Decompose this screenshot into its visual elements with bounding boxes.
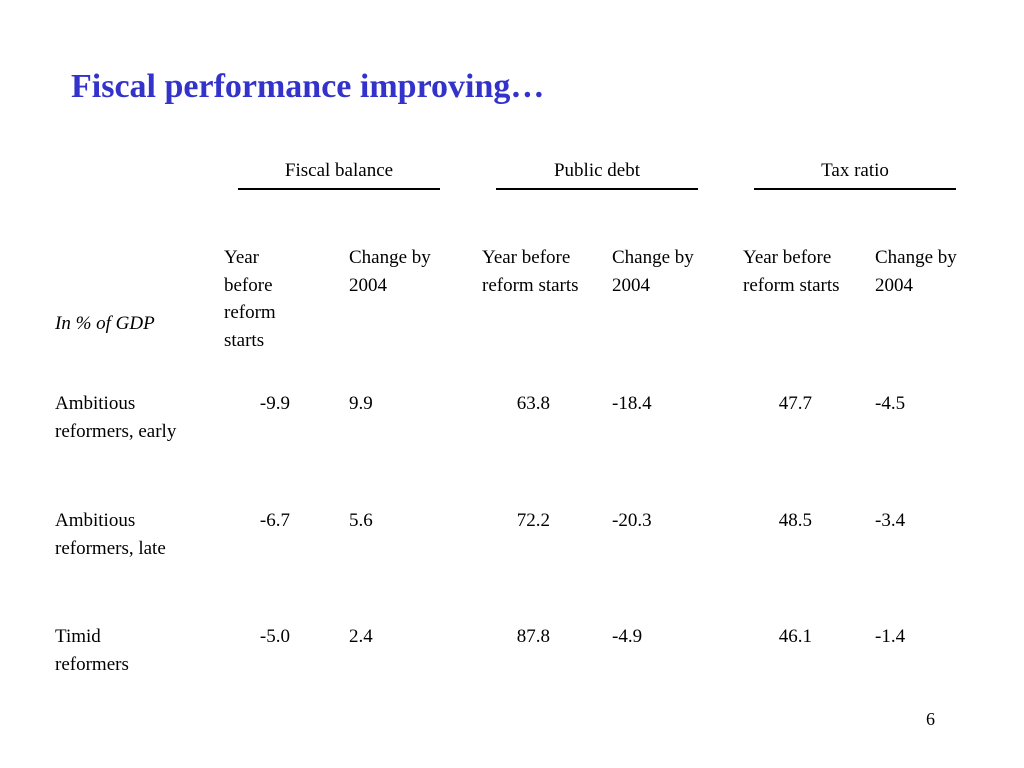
page-number: 6: [926, 709, 935, 729]
table-cell: -1.4: [875, 626, 906, 647]
column-header: Change by 2004: [612, 247, 694, 296]
row-label: Timid reformers: [55, 626, 129, 675]
table-cell: 47.7: [778, 393, 812, 414]
table-cell: -5.0: [259, 626, 290, 647]
group-label: Fiscal balance: [284, 160, 394, 181]
group-header-public-debt: Public debt: [496, 158, 698, 190]
table-cell: -6.7: [259, 510, 290, 531]
slide-title: Fiscal performance improving…: [71, 68, 545, 105]
table-cell: 72.2: [516, 510, 550, 531]
row-label: Ambitious reformers, late: [55, 510, 166, 559]
table-cell: 46.1: [778, 626, 812, 647]
group-underline: [496, 188, 698, 190]
table-cell: 63.8: [516, 393, 550, 414]
column-header: Change by 2004: [349, 247, 431, 296]
column-header: Year before reform starts: [743, 247, 840, 296]
table-cell: -4.9: [612, 626, 643, 647]
table-cell: 2.4: [349, 626, 373, 647]
group-label: Tax ratio: [821, 160, 889, 181]
group-underline: [754, 188, 956, 190]
table-cell: 48.5: [778, 510, 812, 531]
group-underline: [238, 188, 440, 190]
unit-label: In % of GDP: [55, 313, 155, 334]
group-header-fiscal-balance: Fiscal balance: [238, 158, 440, 190]
table-cell: 87.8: [516, 626, 550, 647]
table-cell: -4.5: [875, 393, 906, 414]
table-cell: 5.6: [349, 510, 373, 531]
table-cell: 9.9: [349, 393, 373, 414]
group-label: Public debt: [553, 160, 641, 181]
row-label: Ambitious reformers, early: [55, 393, 177, 442]
table-cell: -18.4: [612, 393, 652, 414]
column-header: Year before reform starts: [482, 247, 579, 296]
group-header-tax-ratio: Tax ratio: [754, 158, 956, 190]
table-cell: -3.4: [875, 510, 906, 531]
table-cell: -9.9: [259, 393, 290, 414]
column-header: Change by 2004: [875, 247, 957, 296]
table-cell: -20.3: [612, 510, 652, 531]
column-header: Year before reform starts: [224, 247, 276, 351]
